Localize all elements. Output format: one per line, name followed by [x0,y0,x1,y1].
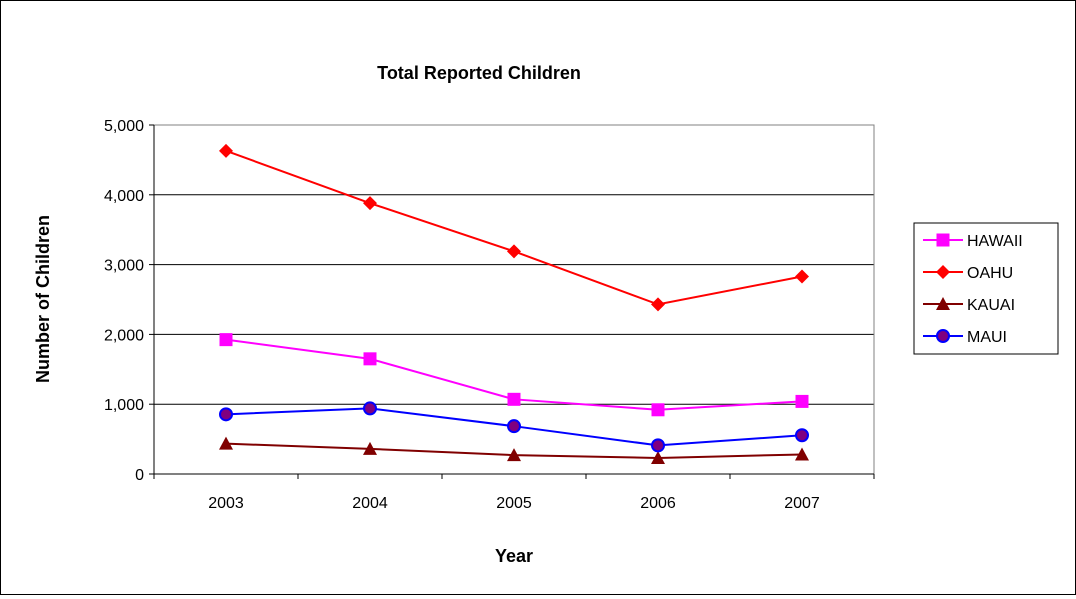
data-point-oahu [507,244,521,259]
data-point-maui [651,438,665,453]
series-kauai [219,436,809,464]
x-tick-label: 2004 [352,495,388,512]
y-axis-title: Number of Children [33,215,53,383]
data-point-maui [507,419,521,434]
x-axis: 2003 2004 2005 2006 2007 [153,473,875,512]
y-tick-label: 5,000 [104,118,144,135]
data-point-maui [795,428,809,443]
data-point-oahu [363,196,377,211]
x-tick-label: 2006 [640,495,676,512]
series-hawaii [219,333,809,417]
y-tick-label: 3,000 [104,258,144,275]
legend-marker-hawaii [936,233,950,247]
legend-label: KAUAI [967,297,1015,314]
data-point-maui [219,407,233,422]
x-tick-label: 2003 [208,495,244,512]
data-point-kauai [795,447,809,461]
data-point-hawaii [651,403,665,417]
gridlines [154,194,874,405]
data-point-hawaii [507,392,521,406]
x-tick-label: 2007 [784,495,820,512]
x-axis-title: Year [495,546,533,566]
legend-marker-kauai [936,297,950,310]
legend-label: HAWAII [967,233,1023,250]
data-point-kauai [363,441,377,455]
legend-marker-maui [936,329,950,343]
y-tick-label: 4,000 [104,188,144,205]
y-tick-label: 2,000 [104,327,144,344]
data-point-oahu [651,297,665,312]
legend-entry-hawaii: HAWAII [923,233,1023,250]
data-point-oahu [795,269,809,284]
legend-entry-oahu: OAHU [923,265,1013,282]
data-point-hawaii [795,394,809,408]
legend-marker-oahu [936,265,950,279]
series-oahu [219,143,809,312]
data-point-kauai [219,436,233,450]
data-point-hawaii [363,352,377,366]
legend-label: MAUI [967,329,1007,346]
y-tick-label: 1,000 [104,397,144,414]
legend-entry-kauai: KAUAI [923,297,1015,314]
data-point-maui [363,401,377,416]
series-maui [219,401,809,453]
legend-entry-maui: MAUI [923,329,1007,346]
series-layer [219,143,809,464]
x-tick-label: 2005 [496,495,532,512]
data-point-hawaii [219,333,233,347]
data-point-kauai [507,448,521,462]
chart-title: Total Reported Children [377,63,581,83]
data-point-kauai [651,450,665,464]
series-line-oahu [225,149,803,306]
data-point-oahu [219,143,233,158]
y-tick-label: 0 [135,467,144,484]
legend-label: OAHU [967,265,1013,282]
y-axis: 0 1,000 2,000 3,000 4,000 5,000 [104,118,155,484]
legend: HAWAII OAHU KAUAI MAUI [913,222,1059,355]
